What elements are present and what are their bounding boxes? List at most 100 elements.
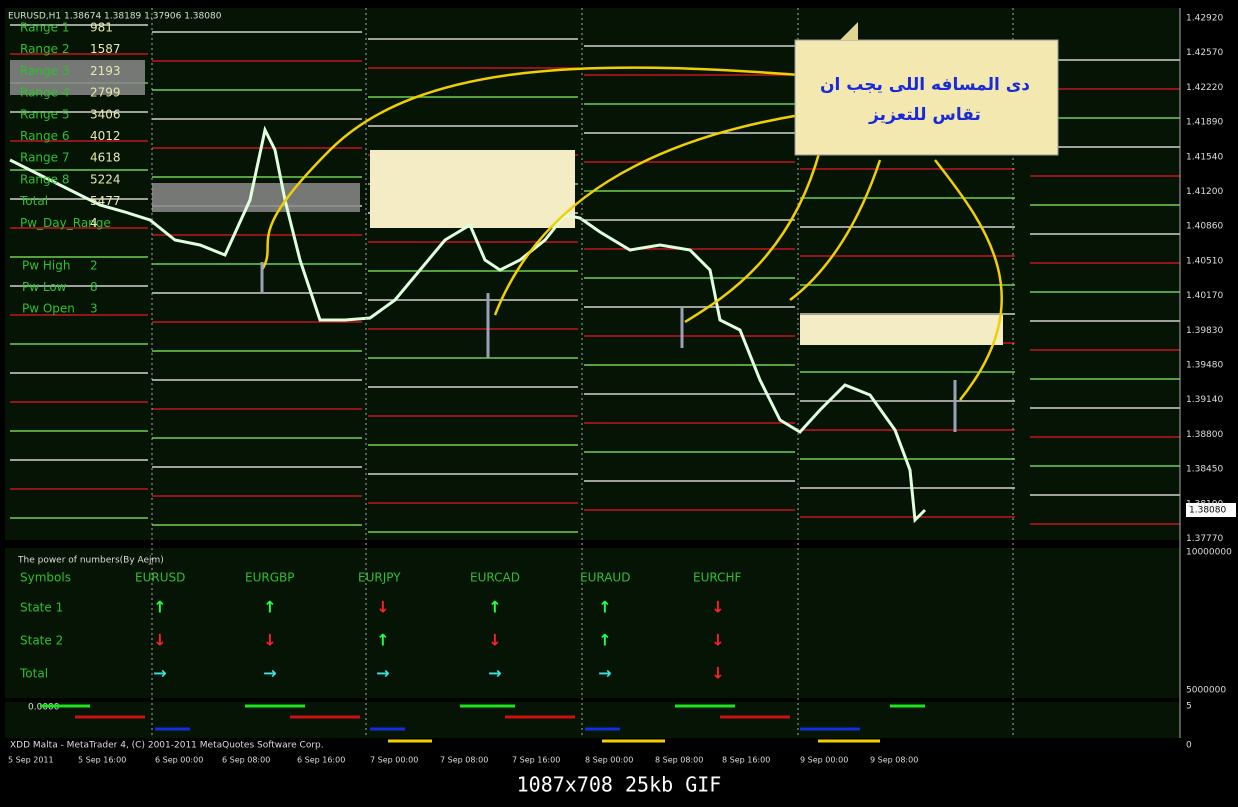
range-value: 981 [90, 21, 113, 35]
time-label: 7 Sep 08:00 [440, 756, 488, 765]
highlight [152, 183, 360, 212]
state-arrow: ↑ [488, 598, 501, 617]
range-value: 3406 [90, 107, 121, 121]
state-arrow: → [263, 664, 276, 683]
state-arrow: → [376, 664, 389, 683]
panel-title: The power of numbers(By Aejm) [17, 556, 164, 566]
symbol: EURUSD [135, 571, 185, 585]
price-label: 1.39830 [1186, 326, 1223, 336]
state-arrow: ↓ [711, 664, 724, 683]
state-arrow: ↓ [488, 631, 501, 650]
price-label: 1.41200 [1186, 187, 1223, 197]
symbol: EURJPY [358, 571, 401, 585]
range-label: Total [19, 194, 48, 208]
axis-label: 5 [1186, 702, 1192, 712]
footer: 1087x708 25kb GIF [517, 773, 722, 797]
price-label: 1.41540 [1186, 152, 1223, 162]
symbol: EURGBP [245, 571, 294, 585]
state-arrow: ↑ [598, 631, 611, 650]
indicator-panel [5, 548, 1180, 698]
range-label: Pw_Day_Range [20, 216, 111, 230]
pw-label: Pw Low [22, 280, 67, 294]
range-value: 2799 [90, 86, 121, 100]
range-value: 1587 [90, 42, 121, 56]
price-candles [9, 125, 927, 524]
range-value: 2193 [90, 64, 121, 78]
symbol: EURAUD [580, 571, 630, 585]
price-label: 1.42920 [1186, 14, 1223, 24]
annotation-arrows [260, 66, 1003, 401]
range-label: Range 1 [20, 21, 69, 35]
zone [800, 315, 1003, 345]
annotation-fold [840, 22, 858, 40]
annotation-text: دى المسافه اللى يجب ان [820, 75, 1030, 95]
current-price: 1.38080 [1189, 506, 1226, 516]
annotation-box [794, 39, 1059, 156]
price-label: 1.40860 [1186, 222, 1223, 232]
range-value: 4618 [90, 151, 121, 165]
price-label: 1.38100 [1186, 499, 1223, 509]
time-label: 8 Sep 08:00 [655, 756, 703, 765]
state-arrow: ↓ [153, 631, 166, 650]
state-arrow: ↓ [711, 631, 724, 650]
state-arrow: ↑ [263, 598, 276, 617]
status-text: XDD Malta - MetaTrader 4, (C) 2001-2011 … [10, 741, 324, 751]
row-label: State 1 [20, 601, 63, 615]
time-label: 6 Sep 00:00 [155, 756, 203, 765]
state-arrow: ↑ [598, 598, 611, 617]
range-label: Range 4 [20, 86, 69, 100]
symbol: EURCAD [470, 571, 520, 585]
time-label: 6 Sep 08:00 [222, 756, 270, 765]
axis-label: 5000000 [1186, 686, 1226, 696]
time-label: 8 Sep 16:00 [722, 756, 770, 765]
price-label: 1.42220 [1186, 83, 1223, 93]
range-value: 5224 [90, 172, 121, 186]
time-label: 5 Sep 16:00 [78, 756, 126, 765]
time-label: 9 Sep 00:00 [800, 756, 848, 765]
row-label: Total [19, 667, 48, 681]
price-label: 1.40510 [1186, 256, 1223, 266]
price-label: 1.39140 [1186, 395, 1223, 405]
range-label: Range 7 [20, 151, 69, 165]
range-label: Range 2 [20, 42, 69, 56]
price-label: 1.38800 [1186, 430, 1223, 440]
pw-label: Pw Open [22, 302, 75, 316]
row-label: State 2 [20, 634, 63, 648]
state-arrow: ↑ [376, 631, 389, 650]
state-arrow: → [488, 664, 501, 683]
time-label: 6 Sep 16:00 [297, 756, 345, 765]
zone [370, 150, 575, 228]
price-label: 1.41890 [1186, 118, 1223, 128]
state-arrow: ↑ [153, 598, 166, 617]
distance-markers [260, 262, 957, 432]
price-label: 1.40170 [1186, 291, 1223, 301]
range-label: Range 5 [20, 107, 69, 121]
time-label: 5 Sep 2011 [8, 756, 54, 765]
highlight [10, 60, 145, 95]
range-label: Range 3 [20, 64, 69, 78]
row-label: Symbols [20, 571, 71, 585]
state-arrow: ↓ [263, 631, 276, 650]
axis-label: 10000000 [1186, 548, 1232, 558]
state-arrow: ↓ [711, 598, 724, 617]
chart-header: EURUSD,H1 1.38674 1.38189 1.37906 1.3808… [8, 12, 222, 22]
range-label: Range 8 [20, 172, 69, 186]
price-label: 1.42570 [1186, 48, 1223, 58]
symbol: EURCHF [693, 571, 742, 585]
pw-label: Pw High [22, 259, 70, 273]
time-label: 8 Sep 00:00 [585, 756, 633, 765]
annotation-text: تقاس للتعزيز [868, 105, 981, 125]
range-label: Range 6 [20, 129, 69, 143]
state-arrow: → [598, 664, 611, 683]
pw-value: 3 [90, 302, 98, 316]
range-value: 5477 [90, 194, 121, 208]
price-label: 1.37770 [1186, 534, 1223, 544]
pw-value: 2 [90, 259, 98, 273]
time-label: 9 Sep 08:00 [870, 756, 918, 765]
state-arrow: ↓ [376, 598, 389, 617]
time-label: 7 Sep 16:00 [512, 756, 560, 765]
state-arrow: → [153, 664, 166, 683]
time-label: 7 Sep 00:00 [370, 756, 418, 765]
range-value: 4 [90, 216, 98, 230]
